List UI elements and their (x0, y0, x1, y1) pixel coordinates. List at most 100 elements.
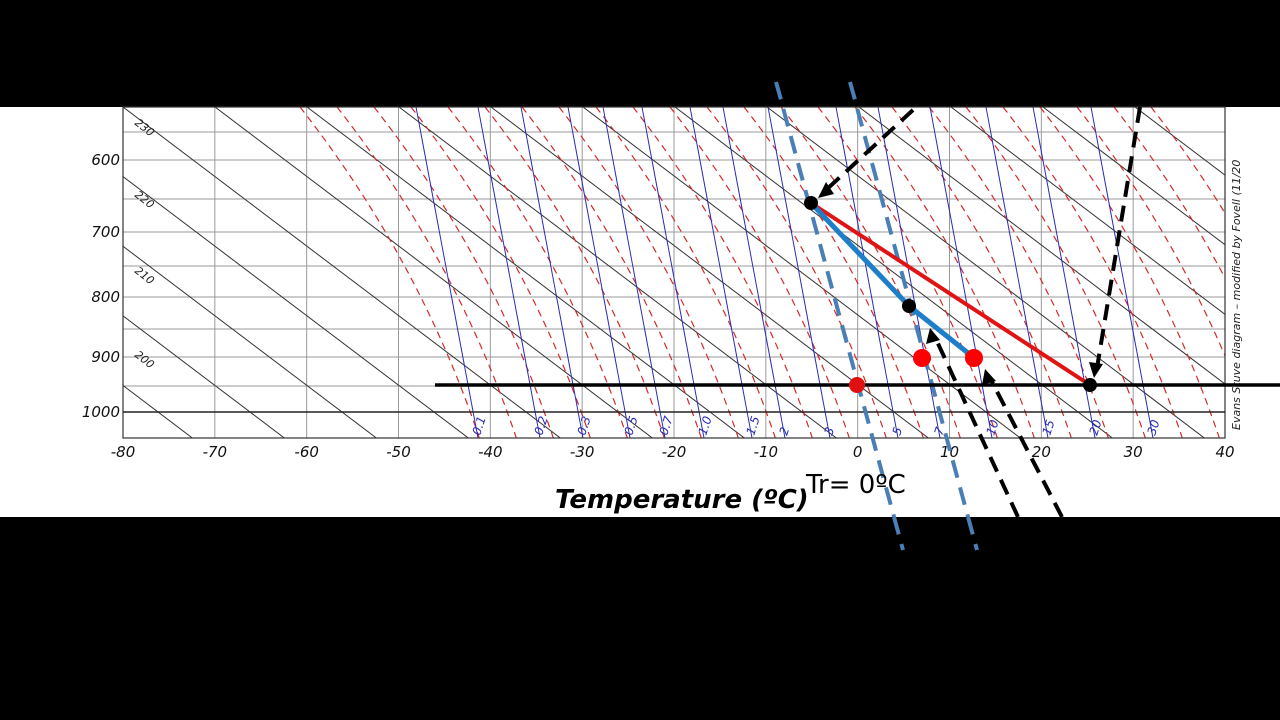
mixing-ratio-label: 20 (1087, 418, 1105, 437)
moist-adiabat-line (928, 107, 1109, 438)
annotation-tr: Tr= 0ºC (805, 470, 906, 500)
y-tick-label: 700 (91, 223, 120, 241)
plot-frame (122, 106, 1226, 439)
dry-adiabat-line (214, 107, 654, 438)
x-tick-label: -10 (754, 443, 779, 461)
x-tick-label: 40 (1215, 443, 1234, 461)
mixing-ratio-line (722, 107, 786, 438)
dry-adiabat-line (1042, 107, 1225, 246)
y-tick-labels: 600 700 800 900 1000 (82, 151, 120, 421)
moist-adiabat-line (817, 107, 998, 438)
moist-adiabat-line (1150, 107, 1225, 215)
y-tick-label: 900 (91, 348, 120, 366)
x-tick-label: -20 (662, 443, 687, 461)
dry-adiabat-line (398, 107, 838, 438)
point-red-1 (913, 349, 931, 367)
x-axis-label: Temperature (ºC) (555, 485, 809, 515)
dry-adiabat-line (858, 107, 1225, 385)
theta-label: 210 (132, 264, 157, 287)
point-black-mid (902, 299, 916, 313)
x-tick-label: -70 (203, 443, 228, 461)
moist-adiabat-line (558, 107, 739, 438)
mixing-ratio-labels: 0.1 0.2 0.3 0.5 0.7 1.0 1.5 2 3 5 7 10 15 20 30 (470, 414, 1163, 437)
dashed-arrow-upper-left (824, 108, 915, 192)
moist-adiabat-line (743, 107, 924, 438)
dashed-blue-tail-left (892, 516, 905, 551)
moist-adiabat-line (447, 107, 628, 438)
x-tick-label: -80 (111, 443, 136, 461)
mixing-ratio-line (567, 107, 631, 438)
dashed-blue-head-left (774, 81, 785, 108)
mixing-ratio-label: 7 (932, 425, 948, 437)
moist-adiabat-line (1113, 107, 1225, 280)
moist-adiabat-line (595, 107, 776, 438)
arrow-icon (926, 328, 940, 344)
mixing-ratio-label: 1.0 (696, 414, 715, 437)
x-tick-label: 0 (853, 443, 863, 461)
dashed-blue-line-right (854, 107, 971, 517)
x-tick-label: 20 (1032, 443, 1051, 461)
dry-adiabat-line (0, 107, 11, 440)
x-tick-label: 30 (1124, 443, 1143, 461)
dry-adiabat-line (766, 107, 1206, 438)
x-tick-label: -60 (294, 443, 319, 461)
mixing-ratio-lines (415, 107, 1154, 438)
moist-adiabats (299, 107, 1225, 438)
y-tick-label: 600 (91, 151, 120, 169)
dry-adiabat-line (123, 315, 286, 438)
mixing-ratio-label: 15 (1040, 418, 1058, 437)
point-red-3 (849, 377, 865, 393)
dry-adiabat-line (0, 107, 103, 440)
dashed-arrow-lower (988, 377, 1064, 517)
dashed-arrow-right (1095, 107, 1142, 369)
point-black-top (804, 196, 818, 210)
moist-adiabat-line (299, 107, 480, 438)
dashed-blue-line-left (780, 107, 897, 517)
theta-labels: 230 220 210 200 (132, 116, 157, 371)
moist-adiabat-line (965, 107, 1146, 438)
mixing-ratio-line (602, 107, 666, 438)
x-tick-label: -50 (386, 443, 411, 461)
dry-adiabat-line (123, 245, 378, 438)
mixing-ratio-line (929, 107, 993, 438)
mixing-ratio-line (767, 107, 831, 438)
bottom-black-band (0, 517, 1280, 720)
moist-adiabat-line (1076, 107, 1225, 358)
moist-adiabat-line (706, 107, 887, 438)
moist-adiabat-line (780, 107, 961, 438)
mixing-ratio-label: 10 (984, 418, 1002, 437)
top-black-band (0, 0, 1280, 107)
mixing-ratio-label: 0.7 (657, 414, 676, 437)
moist-adiabat-line (410, 107, 591, 438)
arrow-icon (818, 182, 834, 198)
y-tick-label: 800 (91, 288, 120, 306)
mixing-ratio-label: 0.1 (470, 414, 489, 436)
moist-adiabat-line (484, 107, 665, 438)
red-path (809, 201, 1092, 387)
mixing-ratio-label: 0.2 (532, 414, 551, 436)
dry-adiabat-line (582, 107, 1022, 438)
mixing-ratio-label: 30 (1145, 418, 1163, 437)
mixing-ratio-line (641, 107, 705, 438)
dry-adiabat-line (1134, 107, 1225, 176)
theta-label: 220 (132, 188, 157, 211)
mixing-ratio-line (985, 107, 1049, 438)
mixing-ratio-line (477, 107, 541, 438)
moist-adiabat-line (336, 107, 517, 438)
dry-adiabat-line (306, 107, 746, 438)
mixing-ratio-label: 2 (777, 425, 793, 437)
arrow-icon (1089, 362, 1103, 378)
dry-adiabat-line (490, 107, 930, 438)
moist-adiabat-line (669, 107, 850, 438)
arrow-icon (982, 369, 996, 385)
mixing-ratio-line (415, 107, 479, 438)
mixing-ratio-label: 5 (890, 425, 906, 437)
theta-label: 200 (132, 348, 157, 371)
point-black-surface (1083, 378, 1097, 392)
moist-adiabat-line (373, 107, 554, 438)
moist-adiabat-line (1039, 107, 1220, 438)
mixing-ratio-line (520, 107, 584, 438)
mixing-ratio-line (1090, 107, 1154, 438)
x-tick-labels: -80 -70 -60 -50 -40 -30 -20 -10 0 10 20 30 40 (111, 443, 1235, 461)
